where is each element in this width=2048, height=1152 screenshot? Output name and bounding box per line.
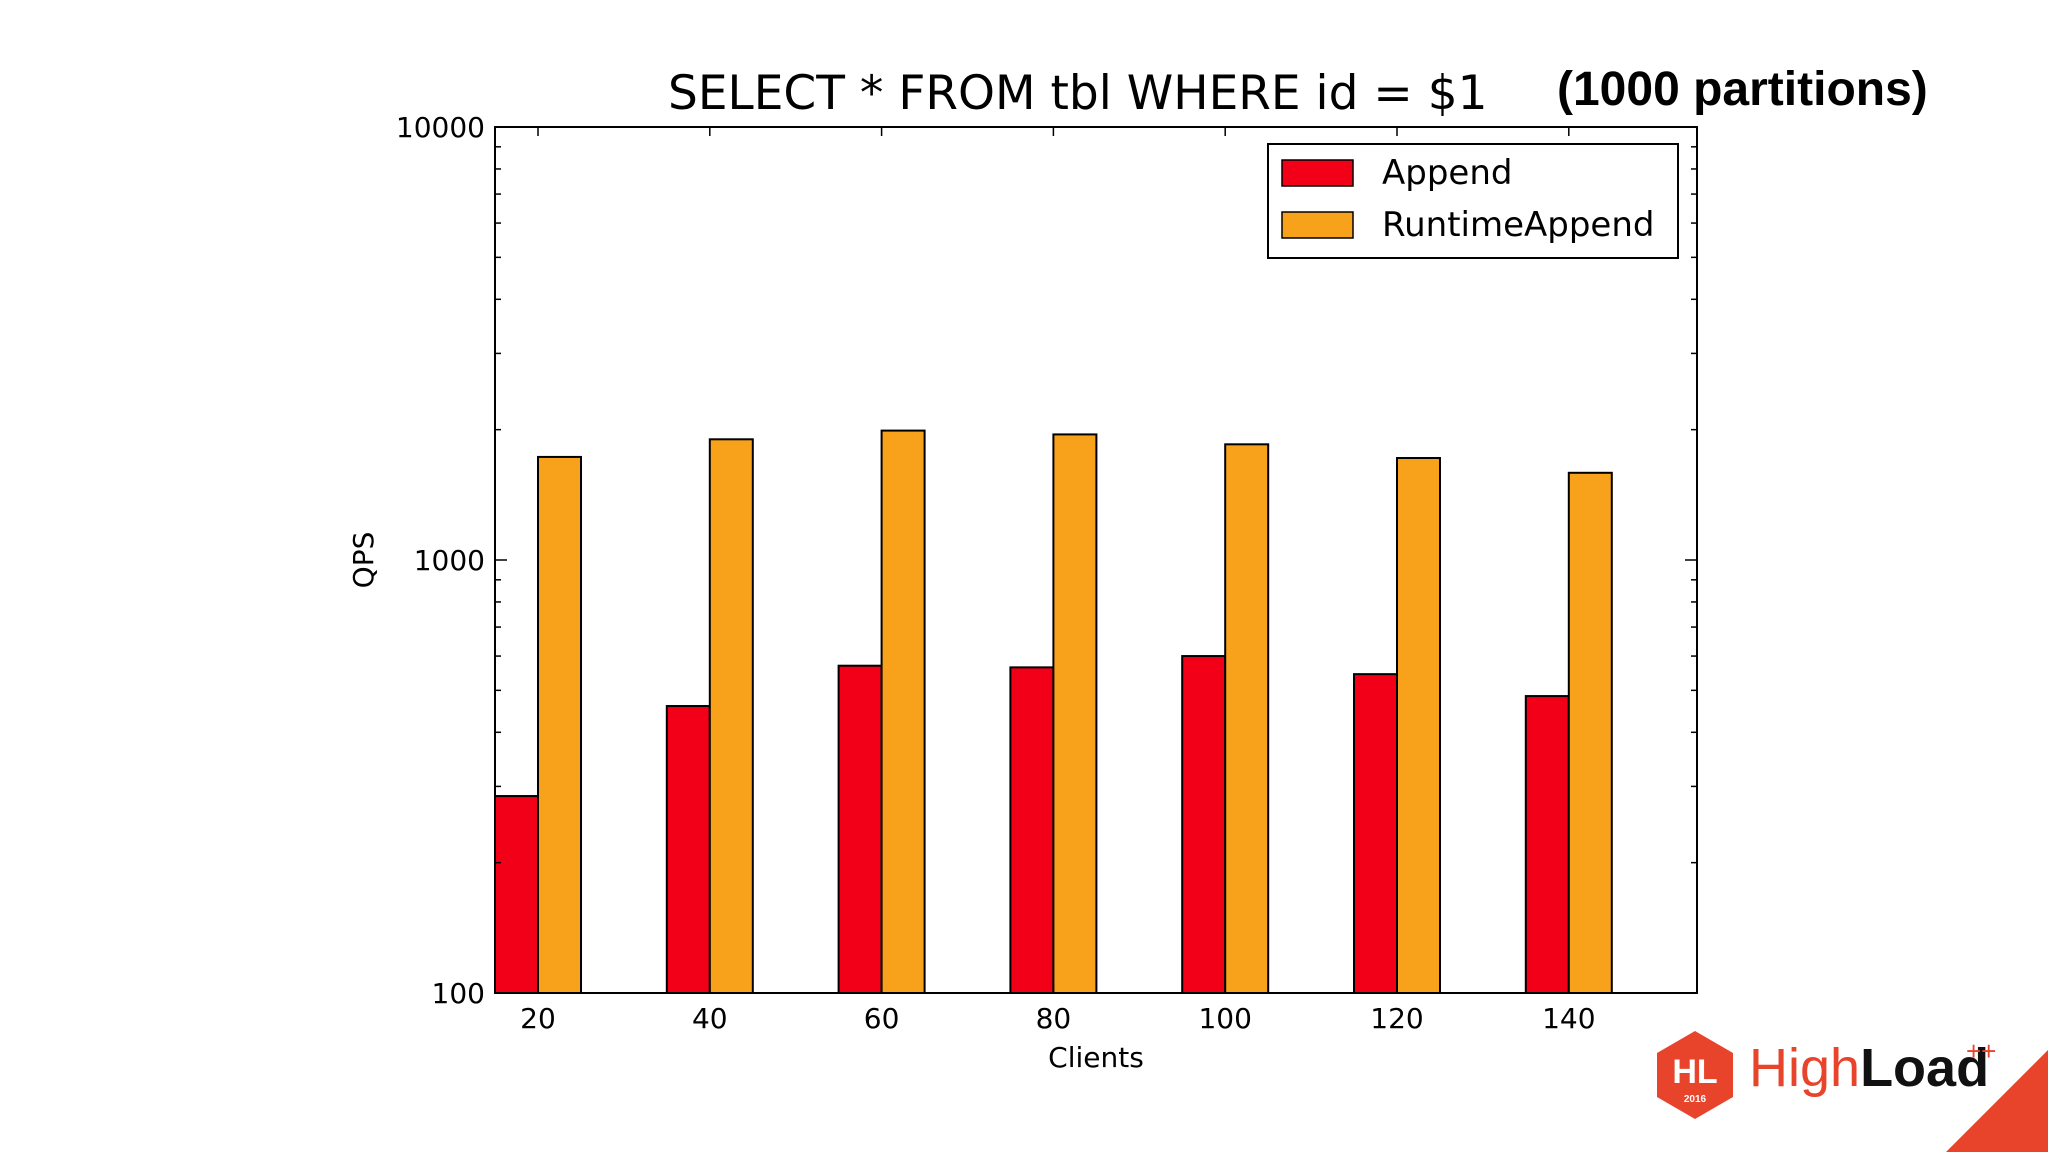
bar-runtimeappend-20 [537, 455, 582, 994]
logo-year: 2016 [1684, 1094, 1707, 1105]
bar-runtimeappend-100 [1224, 443, 1270, 994]
plot-frame [494, 126, 1698, 994]
x-tick-label-140: 140 [1542, 1002, 1595, 1035]
logo-mark: HL [1672, 1053, 1717, 1091]
bar-append-120 [1353, 673, 1398, 994]
corner-accent [1946, 1050, 2048, 1152]
bar-runtimeappend-40 [708, 438, 754, 994]
chart-subtitle: (1000 partitions) [1557, 63, 1928, 116]
bar-append-100 [1181, 655, 1227, 994]
x-axis-label: Clients [1048, 1041, 1144, 1074]
legend-label-append: Append [1382, 153, 1512, 193]
bar-runtimeappend-120 [1396, 457, 1441, 994]
bar-append-80 [1009, 666, 1055, 994]
x-tick-label-80: 80 [1036, 1002, 1072, 1035]
y-tick-label-10000: 10000 [396, 111, 485, 144]
bar-runtimeappend-80 [1052, 433, 1098, 994]
x-tick-label-120: 120 [1370, 1002, 1423, 1035]
legend-swatch-runtimeappend [1281, 211, 1354, 239]
legend-swatch-append [1281, 159, 1354, 187]
highload-logo: HL 2016 [1657, 1031, 1733, 1119]
y-tick-label-1000: 1000 [414, 544, 485, 577]
x-tick-label-20: 20 [520, 1002, 556, 1035]
logo-high: High [1749, 1038, 1861, 1098]
x-tick-label-100: 100 [1198, 1002, 1251, 1035]
bar-append-60 [837, 664, 883, 994]
bar-append-40 [665, 705, 711, 995]
bar-runtimeappend-140 [1567, 471, 1613, 994]
legend-label-runtimeappend: RuntimeAppend [1382, 205, 1654, 245]
bar-append-20 [494, 795, 539, 995]
logo-hexagon-icon [1657, 1031, 1733, 1119]
bar-append-140 [1524, 695, 1570, 995]
y-axis-label: QPS [347, 532, 380, 589]
x-tick-label-60: 60 [864, 1002, 900, 1035]
chart-title: SELECT * FROM tbl WHERE id = $1 [668, 66, 1488, 121]
x-tick-label-40: 40 [692, 1002, 728, 1035]
bar-runtimeappend-60 [880, 429, 926, 994]
y-tick-label-100: 100 [432, 977, 485, 1010]
